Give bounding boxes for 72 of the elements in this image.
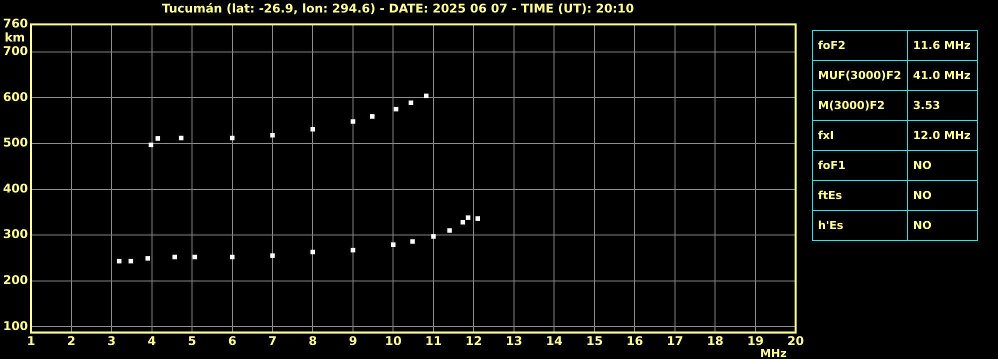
y-tick-label: 300 (2, 227, 28, 242)
point (370, 114, 375, 119)
x-tick-label: 18 (706, 334, 724, 348)
point (350, 119, 356, 124)
text: 41.0 MHz (908, 60, 978, 90)
point (178, 136, 184, 140)
point (156, 136, 160, 141)
x-tick-label: 5 (188, 334, 196, 348)
text: h'Es (812, 210, 908, 240)
x-tick-label: 7 (268, 334, 277, 348)
text: NO (908, 150, 978, 180)
text: NO (908, 210, 978, 240)
x-tick-label: 17 (666, 334, 684, 348)
x-tick-label: 3 (107, 334, 116, 348)
x-tick-label: 13 (506, 334, 522, 348)
x-tick-label: 2 (67, 334, 76, 348)
text: MUF(3000)F2 (812, 60, 908, 90)
y-tick-label: 760 (2, 16, 28, 31)
text: 12.0 MHz (908, 120, 978, 150)
text: 3.53 (908, 90, 978, 120)
x-tick-label: 10 (384, 334, 402, 348)
x-tick-label: 6 (228, 334, 236, 348)
point (192, 254, 198, 260)
text: 11.6 MHz (908, 30, 978, 60)
point (310, 250, 316, 254)
point (394, 106, 398, 112)
y-tick-label: 100 (2, 318, 28, 333)
point (148, 142, 154, 148)
x-tick-label: 12 (465, 334, 482, 348)
y-tick-label: 600 (2, 90, 28, 104)
text: fxI (812, 120, 908, 150)
point (475, 216, 480, 221)
x-axis-title: MHz (760, 346, 787, 359)
point (466, 215, 470, 220)
point (310, 127, 316, 132)
point (172, 254, 177, 260)
x-tick-label: 20 (787, 334, 804, 348)
chart-title: Tucumán (lat: -26.9, lon: 294.6) - DATE: 2025 06 07 - TIME (UT): 20:10 (162, 1, 634, 16)
x-tick-label: 4 (148, 334, 156, 348)
point (424, 94, 428, 98)
y-tick-label: 400 (2, 181, 28, 196)
y-tick-label: 200 (2, 272, 28, 287)
text: NO (908, 180, 978, 210)
point (410, 239, 415, 244)
point (230, 136, 235, 140)
point (447, 228, 452, 233)
point (230, 254, 235, 260)
x-tick-label: 9 (348, 334, 358, 348)
y-axis-title: km (4, 30, 26, 45)
x-tick-label: 8 (308, 334, 317, 348)
x-tick-label: 15 (586, 334, 603, 348)
point (116, 258, 122, 264)
point (408, 100, 414, 105)
y-tick-label: 700 (2, 44, 28, 58)
point (270, 253, 275, 258)
point (145, 256, 150, 261)
point (460, 220, 466, 224)
point (270, 132, 275, 138)
text: M(3000)F2 (812, 90, 908, 120)
text: ftEs (812, 180, 908, 210)
x-tick-label: 16 (626, 334, 644, 348)
x-tick-label: 14 (546, 334, 563, 348)
point (350, 248, 356, 252)
text: foF2 (812, 30, 908, 60)
x-tick-label: 1 (26, 334, 36, 348)
x-tick-label: 11 (425, 334, 442, 348)
point (431, 234, 436, 239)
x-tick-label: 19 (747, 334, 764, 348)
point (390, 242, 396, 247)
y-tick-label: 500 (2, 136, 28, 150)
text: foF1 (812, 150, 908, 180)
point (128, 258, 134, 264)
